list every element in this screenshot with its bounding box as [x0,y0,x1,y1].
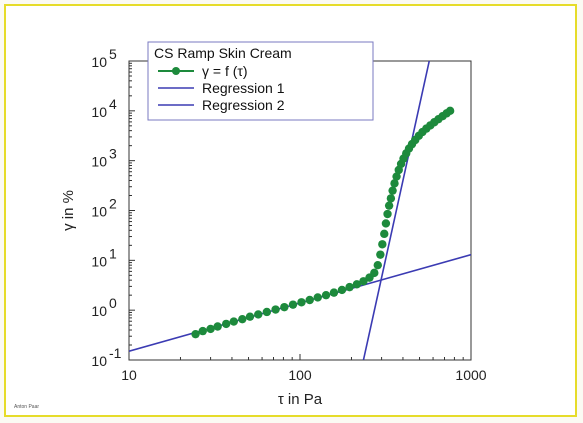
data-point [337,285,347,295]
data-point [305,295,314,305]
x-tick-label: 10 [121,367,137,383]
data-point [191,329,200,339]
y-tick-label: 10 [91,54,107,70]
data-point [313,293,322,302]
data-point [262,307,272,317]
data-point [370,268,379,278]
legend-box [147,41,374,121]
y-tick-exponent: 3 [109,146,117,162]
data-point [206,324,215,334]
data-point [221,319,231,329]
x-tick-label: 100 [288,367,312,383]
data-point [378,240,387,249]
y-tick-exponent: 1 [109,245,117,261]
data-point [238,314,247,324]
y-tick-label: 10 [91,154,107,170]
data-point [321,290,331,300]
data-point [280,302,289,312]
y-tick-label: 10 [91,353,107,369]
x-tick-label: 1000 [455,367,486,383]
y-tick-exponent: 2 [109,196,117,212]
y-axis-label: γ in % [60,190,77,231]
footer-note: Anton Paar [14,404,39,410]
y-tick-label: 10 [91,253,107,269]
legend-entry-label: γ = f (τ) [202,63,248,79]
data-point [198,326,207,336]
legend-entry-label: Regression 2 [202,97,285,113]
data-point [384,201,394,210]
data-point [329,288,339,297]
data-point [359,277,368,286]
data-point [297,298,306,307]
y-tick-exponent: 0 [109,295,117,311]
series-group [129,61,471,360]
data-point [383,209,392,219]
data-point [376,250,385,259]
data-point [245,312,255,321]
data-point [345,282,354,292]
data-point [445,106,455,116]
data-point [390,179,399,188]
data-point [213,322,222,331]
data-point [288,300,298,309]
data-point [386,194,396,203]
y-tick-label: 10 [91,104,107,120]
y-tick-exponent: 4 [109,96,117,112]
data-point [381,219,391,228]
x-axis-label: τ in Pa [278,391,323,408]
data-point [229,317,238,326]
data-point [254,310,263,319]
legend: CS Ramp Skin Cream γ = f (τ)Regression 1R… [147,41,374,121]
legend-entry-label: Regression 1 [202,80,285,96]
legend-swatch-marker [172,67,180,75]
data-point [373,260,382,270]
y-tick-exponent: -1 [109,345,122,361]
data-point [271,305,280,314]
chart-marks [129,61,471,360]
regression-line-1 [362,61,431,360]
y-tick-label: 10 [91,303,107,319]
y-tick-label: 10 [91,204,107,220]
data-point [392,172,401,181]
y-tick-exponent: 5 [109,46,117,62]
legend-title: CS Ramp Skin Cream [154,45,292,61]
data-point [380,229,389,239]
data-point [388,186,397,195]
data-point [352,280,362,289]
chart-frame: 10 100 1000 10 -1 10 0 10 1 10 2 10 3 10 4 10 5 CS Ramp … [4,4,577,417]
